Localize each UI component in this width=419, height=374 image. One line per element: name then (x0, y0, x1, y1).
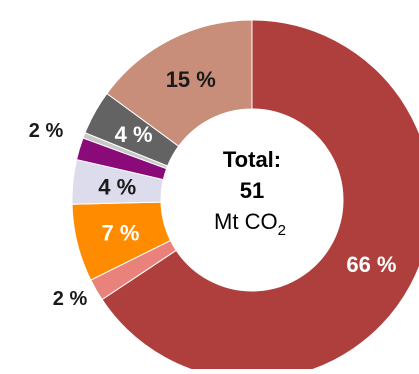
slice-label-3: 7 % (101, 221, 139, 246)
slice-label-1: 66 % (346, 252, 396, 277)
center-title: Total: (223, 147, 281, 172)
donut-slice-1 (101, 19, 419, 374)
slice-label-4: 4 % (98, 174, 136, 199)
donut-center: Total: 51 Mt CO2 (214, 147, 286, 239)
donut-slice-8 (106, 19, 253, 147)
slice-label-2: 2 % (53, 288, 88, 310)
slice-label-8: 15 % (166, 67, 216, 92)
slice-label-5: 2 % (29, 120, 64, 142)
center-unit-subscript: 2 (278, 222, 286, 239)
center-unit-prefix: Mt CO (214, 209, 278, 234)
slice-label-7: 4 % (115, 122, 153, 147)
center-unit: Mt CO2 (214, 209, 286, 239)
center-total-value: 51 (240, 178, 264, 203)
donut-slices (71, 19, 419, 374)
donut-slice-labels: 66 % 2 % 7 % 4 % 2 % 4 % 15 % (29, 67, 397, 310)
